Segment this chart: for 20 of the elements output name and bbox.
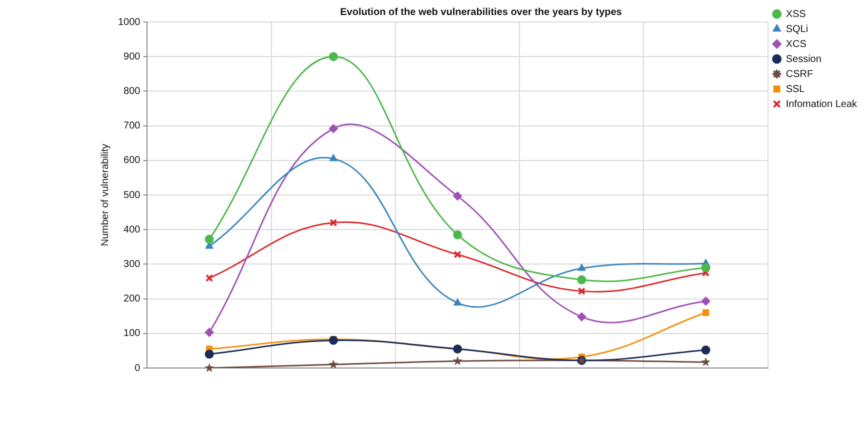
legend-label: SQLi: [786, 24, 808, 35]
y-tick-label: 800: [124, 86, 141, 97]
y-tick-label: 300: [124, 258, 141, 270]
y-tick-label: 700: [124, 120, 141, 132]
legend-label: XSS: [786, 8, 806, 20]
y-tick-label: 0: [134, 362, 141, 374]
chart-title: Evolution of the web vulnerabilities over the years by types: [340, 6, 622, 18]
y-tick-label: 600: [124, 155, 141, 166]
y-tick-label: 100: [124, 328, 141, 340]
legend-label: SSL: [786, 84, 806, 95]
y-tick-label: 200: [124, 294, 141, 305]
legend-label: Infomation Leak: [786, 98, 858, 110]
legend-label: CSRF: [786, 68, 814, 80]
y-tick-label: 400: [124, 224, 141, 236]
y-tick-label: 500: [124, 190, 141, 201]
legend-label: XCS: [786, 38, 807, 50]
y-tick-label: 900: [124, 51, 141, 62]
y-tick-label: 1000: [118, 16, 141, 28]
y-axis-title: Number of vulnerability: [100, 144, 111, 246]
legend-label: Session: [786, 54, 822, 65]
